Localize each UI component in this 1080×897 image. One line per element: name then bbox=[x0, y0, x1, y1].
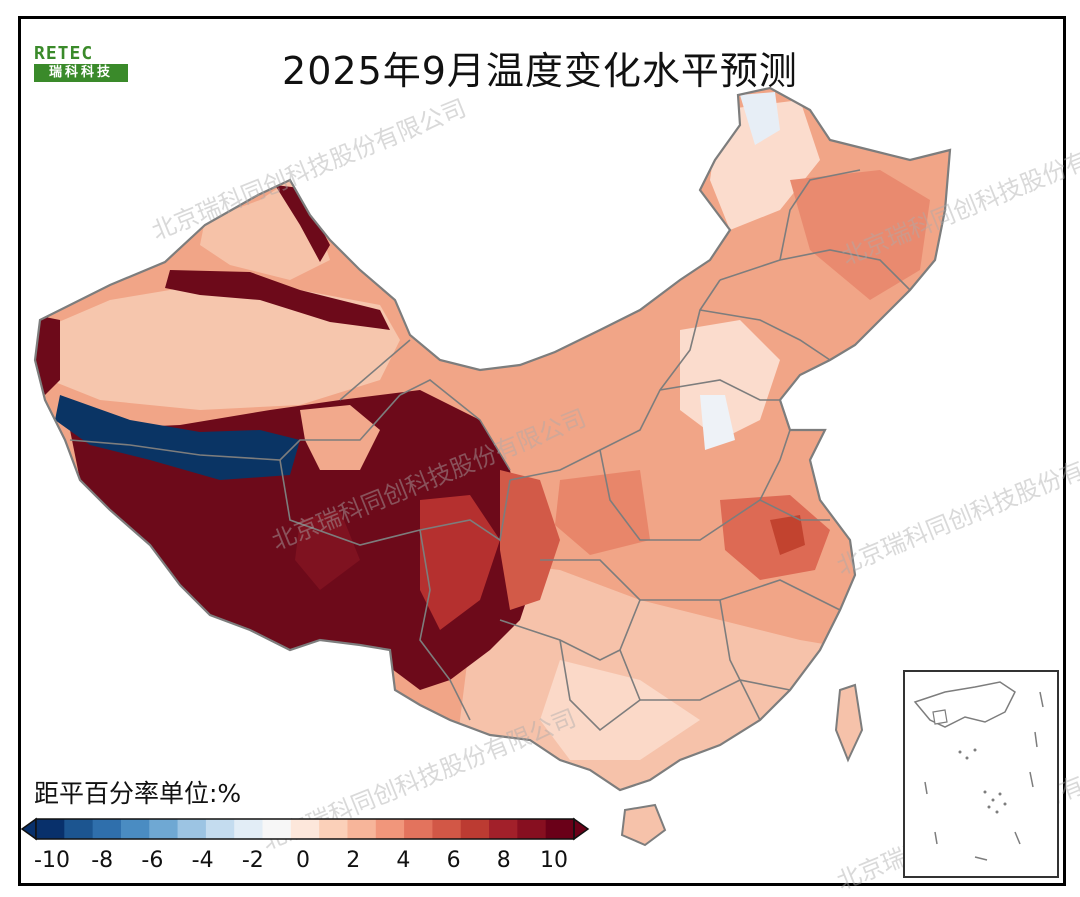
legend-color-cell bbox=[92, 819, 122, 839]
map-title: 2025年9月温度变化水平预测 bbox=[282, 49, 798, 93]
legend-arrow-right bbox=[573, 817, 590, 841]
legend-color-cell bbox=[404, 819, 433, 839]
legend-tick-label: 4 bbox=[396, 848, 411, 873]
legend-color-cell bbox=[489, 819, 518, 839]
legend-tick-label: -8 bbox=[91, 848, 114, 873]
inset-map bbox=[913, 681, 1044, 861]
legend-color-cell bbox=[319, 819, 348, 839]
legend-color-cell bbox=[36, 819, 65, 839]
legend-color-cell bbox=[460, 819, 490, 839]
legend-color-cell bbox=[149, 819, 179, 839]
south-china-sea-inset bbox=[903, 670, 1059, 878]
legend-color-cell bbox=[517, 819, 547, 839]
legend-color-cell bbox=[545, 819, 575, 839]
logo-name: 瑞科科技 bbox=[34, 64, 128, 82]
color-legend bbox=[20, 817, 590, 841]
legend-border bbox=[35, 818, 575, 840]
legend-tick-label: 6 bbox=[446, 848, 461, 873]
legend-color-cell bbox=[347, 819, 377, 839]
company-logo: RETEC 瑞科科技 bbox=[34, 44, 128, 84]
legend-color-cell bbox=[432, 819, 462, 839]
legend-tick-label: -6 bbox=[141, 848, 164, 873]
legend-color-cell bbox=[375, 819, 405, 839]
legend-tick-label: 10 bbox=[540, 848, 568, 873]
legend-tick-label: -10 bbox=[34, 848, 70, 873]
legend-color-cell bbox=[290, 819, 320, 839]
legend-arrow-left bbox=[20, 817, 37, 841]
legend-color-cell bbox=[64, 819, 94, 839]
legend-tick-label: -2 bbox=[241, 848, 264, 873]
legend-color-cell bbox=[177, 819, 207, 839]
legend-color-cell bbox=[262, 819, 292, 839]
legend-color-cell bbox=[120, 819, 150, 839]
legend-tick-label: 8 bbox=[496, 848, 511, 873]
legend-tick-label: 0 bbox=[296, 848, 310, 873]
legend-color-cell bbox=[234, 819, 264, 839]
legend-ticks: -10 -8 -6 -4 -2 0 2 4 6 8 10 bbox=[0, 848, 1080, 878]
legend-unit-label: 距平百分率单位:% bbox=[34, 779, 242, 808]
legend-color-cell bbox=[205, 819, 235, 839]
legend-tick-label: 2 bbox=[346, 848, 361, 873]
logo-mark: RETEC bbox=[34, 43, 94, 64]
legend-tick-label: -4 bbox=[191, 848, 214, 873]
